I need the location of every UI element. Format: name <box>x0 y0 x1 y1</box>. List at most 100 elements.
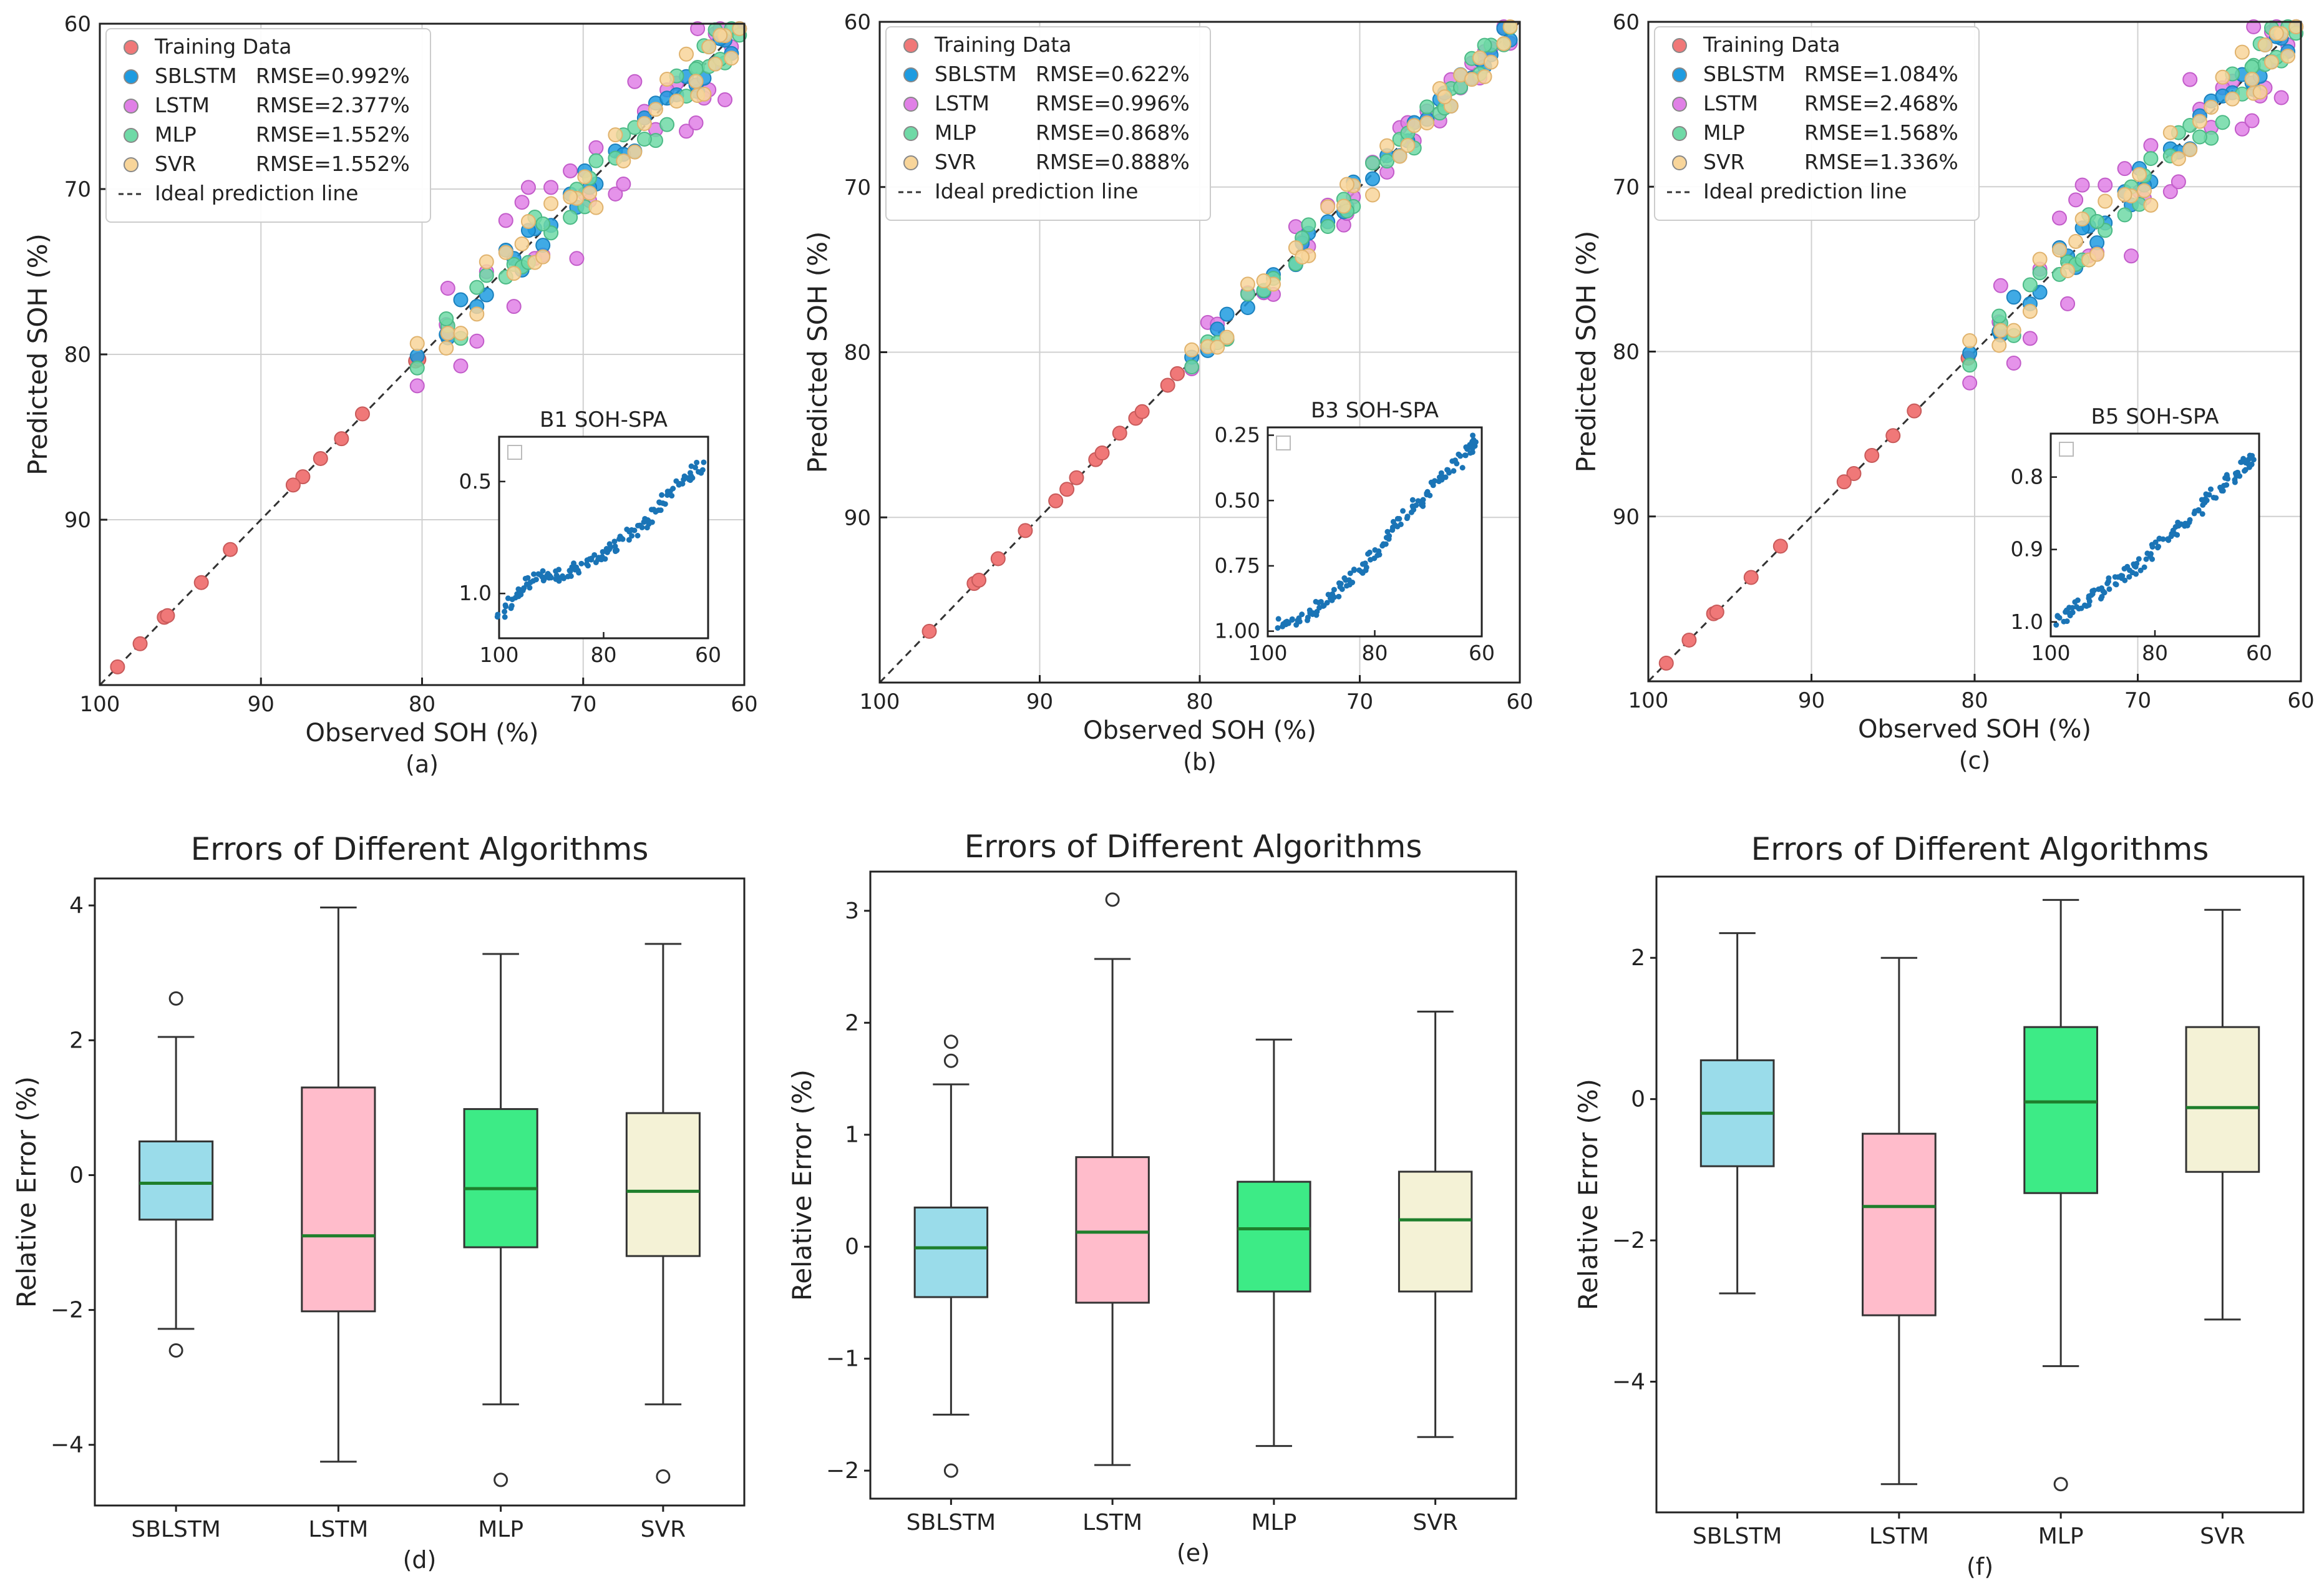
svr-point <box>648 102 663 117</box>
inset-plot: B3 SOH-SPA 100 80 60 0.25 0.50 0.75 1.00 <box>1215 398 1495 665</box>
box-panel-f: Errors of Different Algorithms SBLSTM LSTM… <box>1573 831 2305 1580</box>
lstm-point <box>2068 192 2084 208</box>
legend-rmse: RMSE=0.868% <box>1036 120 1190 145</box>
svr-point <box>1339 177 1354 192</box>
outlier-point <box>943 1463 958 1478</box>
training-point <box>1846 466 1862 482</box>
training-point <box>1059 482 1075 497</box>
inset-x-tick-label: 80 <box>1362 641 1388 665</box>
inset-point <box>2160 536 2166 542</box>
mlp-circle-marker-icon <box>903 126 918 141</box>
lstm-point <box>2273 90 2289 105</box>
category-label: LSTM <box>308 1517 368 1542</box>
outlier-point <box>2053 1477 2068 1492</box>
svr-point <box>1993 323 2008 338</box>
panel-caption: (c) <box>1959 747 1991 774</box>
inset-x-tick-label: 100 <box>1248 641 1288 665</box>
legend-box <box>1654 26 1980 221</box>
svr-point <box>2089 246 2105 262</box>
inset-point <box>629 533 635 539</box>
training-point <box>971 572 987 588</box>
inset-point <box>1446 470 1452 476</box>
y-tick-label: 1 <box>845 1122 859 1148</box>
svr-point <box>1295 250 1310 265</box>
training-point <box>193 575 209 590</box>
inset-point <box>571 560 577 567</box>
inset-point <box>527 580 533 586</box>
svr-circle-marker-icon <box>1672 155 1687 170</box>
svr-point <box>2143 197 2159 213</box>
y-tick-label: 70 <box>1613 175 1640 200</box>
svr-point <box>1464 72 1480 87</box>
x-axis-label: Observed SOH (%) <box>1083 716 1316 745</box>
outlier-point <box>168 1343 183 1358</box>
svr-point <box>2171 151 2186 167</box>
svr-point <box>2006 323 2021 338</box>
legend-label: Training Data <box>154 34 292 59</box>
inset-point <box>1349 580 1356 586</box>
svr-point <box>712 27 728 43</box>
legend-rmse: RMSE=0.996% <box>1036 91 1190 115</box>
svr-point <box>707 56 723 72</box>
svr-circle-marker-icon <box>903 155 918 170</box>
inset-point <box>1363 564 1369 570</box>
mlp-point <box>439 311 454 327</box>
inset-point <box>502 608 508 615</box>
inset-point <box>2240 455 2247 462</box>
lstm-point <box>2244 113 2260 129</box>
y-tick-label: −4 <box>1612 1369 1645 1395</box>
legend-label: Ideal prediction line <box>1703 179 1907 203</box>
svr-point <box>696 86 712 102</box>
legend-rmse: RMSE=2.468% <box>1804 91 1958 115</box>
inset-point <box>2187 517 2193 523</box>
y-axis-label: Relative Error (%) <box>1573 1079 1603 1310</box>
inset-x-tick-label: 60 <box>1469 641 1495 665</box>
inset-y-tick-label: 0.5 <box>459 469 492 494</box>
sblstm-point <box>1240 300 1255 316</box>
lstm-circle-marker-icon <box>903 97 918 112</box>
inset-point <box>2054 613 2061 620</box>
lstm-point <box>2171 174 2186 190</box>
lstm-point <box>569 251 585 266</box>
y-tick-label: −4 <box>51 1433 84 1458</box>
inset-point <box>1336 593 1342 600</box>
legend-label: SVR <box>1703 150 1744 174</box>
scatter-panel-c: 100 90 80 70 60 60 70 80 90 Observed SOH (%) Predi… <box>1571 10 2315 774</box>
lstm-point <box>1962 375 1978 391</box>
svr-point <box>2215 69 2230 85</box>
x-tick-label: 70 <box>570 692 596 717</box>
legend-box <box>105 28 431 223</box>
training-point <box>295 469 311 485</box>
y-tick-label: 80 <box>844 341 871 366</box>
y-tick-label: 90 <box>844 505 871 530</box>
x-tick-label: 60 <box>1506 689 1533 714</box>
category-label: SVR <box>641 1517 686 1542</box>
inset-point <box>2106 575 2112 581</box>
inset-point <box>669 493 675 499</box>
svr-point <box>1184 342 1200 358</box>
svr-point <box>608 127 623 143</box>
inset-point <box>2249 461 2255 467</box>
legend-label: SVR <box>935 150 976 174</box>
inset-point <box>2149 556 2156 562</box>
x-tick-label: 80 <box>1186 689 1213 714</box>
svr-point <box>701 39 717 55</box>
inset-point <box>699 467 706 473</box>
lstm-point <box>520 180 536 195</box>
inset-point <box>644 517 651 523</box>
outlier-point <box>168 991 183 1006</box>
svr-point <box>1379 138 1395 153</box>
inset-point <box>2133 571 2139 577</box>
inset-point <box>2147 552 2153 558</box>
inset-frame <box>498 435 709 640</box>
inset-point <box>1316 605 1323 611</box>
outlier-point <box>493 1472 508 1487</box>
y-tick-label: 2 <box>1631 945 1645 971</box>
lstm-point <box>679 124 694 139</box>
category-label: SBLSTM <box>907 1510 996 1535</box>
lstm-point <box>2124 248 2139 264</box>
y-tick-label: 0 <box>69 1162 84 1188</box>
y-axis-label: Relative Error (%) <box>787 1069 817 1301</box>
sblstm-point <box>2032 285 2048 300</box>
legend-label: SBLSTM <box>155 64 237 88</box>
